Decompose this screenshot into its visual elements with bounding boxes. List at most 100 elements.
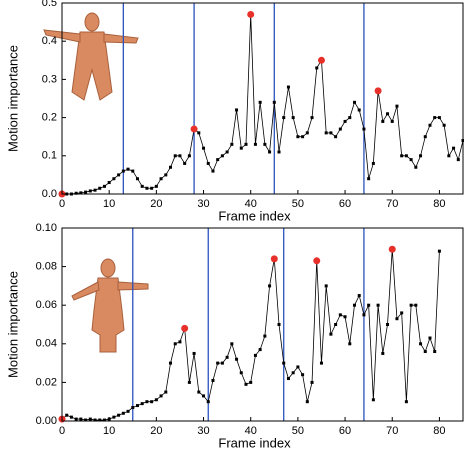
- point: [324, 284, 328, 288]
- point: [409, 303, 413, 307]
- subplot: 0.0 0.1 0.2 0.3 0.4 0.5 0 10 20 30 40 50 60 70 80 Frame…: [5, 0, 464, 223]
- point: [107, 181, 111, 185]
- y-tick-label: 0.0: [42, 188, 57, 200]
- point: [220, 154, 224, 158]
- point: [272, 100, 276, 104]
- point: [187, 154, 191, 158]
- point: [291, 371, 295, 375]
- point: [286, 377, 290, 381]
- point: [452, 146, 456, 150]
- y-tick-label: 0.06: [36, 299, 57, 311]
- point: [348, 342, 352, 346]
- key-frame-point: [270, 255, 278, 263]
- point: [244, 382, 248, 386]
- point: [239, 146, 243, 150]
- x-tick-label: 80: [433, 425, 445, 437]
- point: [159, 177, 163, 181]
- point: [112, 415, 116, 419]
- point: [404, 400, 408, 404]
- point: [74, 417, 78, 421]
- point: [131, 169, 135, 173]
- y-tick-label: 0.3: [42, 73, 57, 85]
- point: [84, 418, 88, 422]
- key-frame-point: [317, 56, 325, 64]
- plot-frame: [61, 2, 464, 195]
- point: [183, 161, 187, 165]
- point: [102, 418, 106, 422]
- point: [121, 411, 125, 415]
- point: [357, 294, 361, 298]
- point: [74, 191, 78, 195]
- point: [367, 177, 371, 181]
- point: [395, 104, 399, 108]
- plot-frame: [61, 227, 464, 422]
- point: [131, 405, 135, 409]
- point: [88, 189, 92, 193]
- point: [117, 413, 121, 417]
- x-axis-label: Frame index: [218, 435, 291, 450]
- x-tick-label: 30: [197, 425, 209, 437]
- point: [447, 154, 451, 158]
- point: [225, 355, 229, 359]
- point: [400, 154, 404, 158]
- point: [230, 142, 234, 146]
- point: [202, 146, 206, 150]
- point: [206, 161, 210, 165]
- point: [338, 127, 342, 131]
- x-tick-label: 80: [433, 198, 445, 210]
- point: [216, 158, 220, 162]
- point: [244, 142, 248, 146]
- point: [145, 400, 149, 404]
- point: [253, 142, 257, 146]
- point: [324, 131, 328, 135]
- point: [390, 119, 394, 123]
- point: [338, 313, 342, 317]
- point: [239, 371, 243, 375]
- key-frame-point: [374, 87, 382, 95]
- key-frame-point: [313, 257, 321, 265]
- point: [192, 351, 196, 355]
- point: [423, 135, 427, 139]
- point: [173, 342, 177, 346]
- point: [395, 317, 399, 321]
- point: [305, 400, 309, 404]
- x-tick-label: 70: [386, 198, 398, 210]
- point: [286, 85, 290, 89]
- point: [93, 418, 97, 422]
- point: [386, 112, 390, 116]
- point: [140, 184, 144, 188]
- x-tick-label: 70: [386, 425, 398, 437]
- point: [173, 154, 177, 158]
- point: [216, 361, 220, 365]
- x-tick-label: 40: [245, 425, 257, 437]
- point: [423, 350, 427, 354]
- point: [310, 116, 314, 120]
- point: [258, 100, 262, 104]
- point: [352, 100, 356, 104]
- y-tick-label: 0.2: [42, 112, 57, 124]
- key-frame-point: [388, 245, 396, 253]
- y-axis-label: Motion importance: [5, 45, 20, 152]
- point: [107, 417, 111, 421]
- subplot: 0.00 0.02 0.04 0.06 0.08 0.10 0 10 20 30 40 50 60 70 8…: [5, 222, 464, 450]
- point: [348, 116, 352, 120]
- point: [197, 131, 201, 135]
- point: [98, 186, 102, 190]
- point: [310, 380, 314, 384]
- point: [419, 154, 423, 158]
- point: [414, 303, 418, 307]
- point: [126, 167, 130, 171]
- x-tick-label: 0: [59, 425, 65, 437]
- point: [112, 177, 116, 181]
- point: [121, 169, 125, 173]
- point: [442, 123, 446, 127]
- point: [409, 158, 413, 162]
- point: [69, 415, 73, 419]
- point: [220, 361, 224, 365]
- y-tick-label: 0.02: [36, 376, 57, 388]
- point: [164, 390, 168, 394]
- point: [126, 409, 130, 413]
- x-tick-label: 10: [103, 198, 115, 210]
- x-tick-label: 60: [339, 425, 351, 437]
- point: [154, 184, 158, 188]
